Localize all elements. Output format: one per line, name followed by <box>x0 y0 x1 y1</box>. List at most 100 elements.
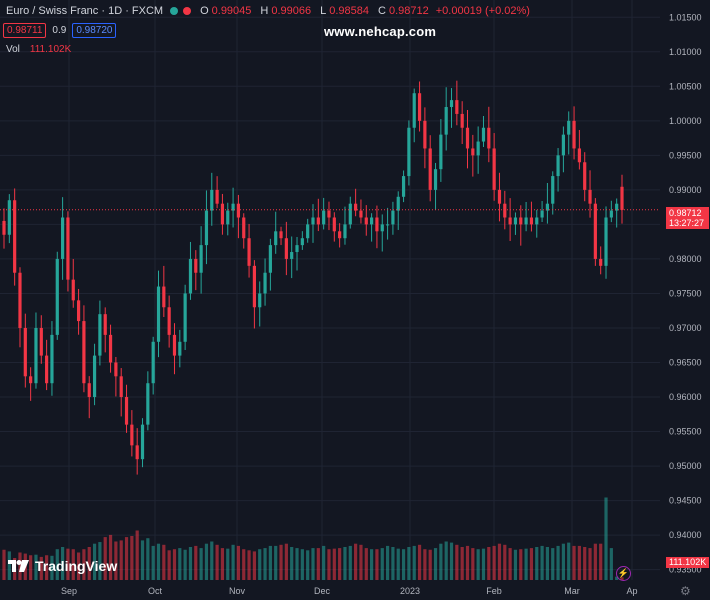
candle-body <box>156 286 161 342</box>
volume-bar <box>423 549 427 580</box>
volume-bar <box>87 547 91 580</box>
high-label: H <box>260 5 269 17</box>
volume-bar <box>316 548 320 580</box>
market-status-icon <box>170 7 179 15</box>
settings-gear-icon[interactable]: ⚙ <box>680 584 691 598</box>
volume-bar <box>439 543 443 580</box>
dividend-status-icon <box>183 7 192 15</box>
volume-bar <box>172 549 177 580</box>
candle-body <box>236 203 241 218</box>
close-label: C <box>378 5 386 17</box>
candle-body <box>87 383 91 398</box>
volume-bar <box>545 547 550 580</box>
price-tick-label: 1.01000 <box>669 47 702 57</box>
candle-body <box>385 224 390 226</box>
candle-body <box>124 397 129 425</box>
volume-bar <box>178 548 182 580</box>
candle-body <box>140 424 145 460</box>
time-tick-label: Mar <box>564 586 580 596</box>
volume-bar <box>609 548 613 580</box>
volume-bar <box>551 548 555 580</box>
volume-bar <box>535 547 539 580</box>
sell-price-button[interactable]: 0.98711 <box>3 23 47 38</box>
volume-bar <box>529 548 534 580</box>
price-tick-label: 0.94500 <box>669 496 702 506</box>
volume-bar <box>71 549 75 580</box>
candle-body <box>263 272 267 294</box>
volume-label[interactable]: Vol <box>6 44 20 55</box>
volume-bar <box>604 497 608 580</box>
candle-body <box>252 265 256 308</box>
volume-bar <box>311 548 315 580</box>
candle-body <box>417 93 422 121</box>
candle-body <box>274 231 278 246</box>
flash-icon[interactable]: ⚡ <box>616 566 631 581</box>
volume-bar <box>401 549 406 580</box>
candle-body <box>433 169 438 190</box>
volume-bar <box>252 551 256 580</box>
volume-bar <box>124 537 129 580</box>
volume-bar <box>290 547 294 580</box>
candle-body <box>61 217 65 259</box>
candle-body <box>412 93 416 128</box>
candle-body <box>18 272 22 328</box>
volume-bar <box>114 541 118 580</box>
buy-price-button[interactable]: 0.98720 <box>72 23 117 38</box>
candle-body <box>529 217 534 225</box>
candle-body <box>295 245 299 253</box>
volume-bar <box>327 549 331 580</box>
candle-body <box>599 258 603 266</box>
volume-bar <box>375 549 379 580</box>
candle-body <box>29 376 33 384</box>
volume-bar <box>236 545 241 580</box>
candle-body <box>103 314 107 335</box>
price-tick-label: 0.95500 <box>669 427 702 437</box>
volume-bar <box>167 550 171 580</box>
candle-body <box>130 424 134 446</box>
volume-bar <box>370 549 374 580</box>
candle-body <box>508 217 512 225</box>
candle-body <box>428 148 432 190</box>
symbol-title[interactable]: Euro / Swiss Franc · 1D · FXCM <box>6 5 164 17</box>
volume-bar <box>108 534 113 580</box>
volume-bar <box>444 541 448 580</box>
price-tick-label: 1.00500 <box>669 81 702 91</box>
candle-body <box>194 258 198 273</box>
volume-bar <box>156 543 161 580</box>
volume-bar <box>215 544 219 580</box>
volume-bar <box>396 548 400 580</box>
volume-bar <box>61 547 65 580</box>
candle-body <box>535 217 539 225</box>
close-value: 0.98712 <box>388 5 429 17</box>
volume-bar <box>417 544 422 580</box>
volume-bar <box>588 548 592 580</box>
candle-body <box>444 107 448 135</box>
tradingview-logo[interactable]: TradingView <box>8 558 117 574</box>
candle-body <box>524 217 528 225</box>
tradingview-icon <box>8 560 29 572</box>
candle-body <box>279 231 283 239</box>
volume-bar <box>2 549 6 580</box>
volume-bar <box>199 548 203 580</box>
candle-body <box>364 217 368 225</box>
price-axis[interactable]: 1.01500 1.01000 1.00500 1.00000 0.99500 0.990… <box>669 12 702 574</box>
volume-bar <box>55 549 59 580</box>
candlesticks <box>2 80 624 475</box>
volume-bar <box>385 545 390 580</box>
volume-bar <box>599 543 603 580</box>
volume-bar <box>103 537 107 580</box>
volume-bar <box>572 545 576 580</box>
volume-bar <box>354 543 358 580</box>
volume-bars <box>2 497 624 580</box>
candle-body <box>439 134 443 170</box>
candle-body <box>167 307 171 335</box>
time-axis[interactable]: Sep Oct Nov Dec 2023 Feb Mar Ap <box>61 586 638 596</box>
candle-body <box>306 224 310 239</box>
candle-body <box>561 134 565 156</box>
volume-tag: 111.102K <box>666 557 709 568</box>
candle-body <box>327 210 331 218</box>
candle-body <box>55 258 59 335</box>
candle-body <box>215 189 219 204</box>
volume-bar <box>593 543 597 580</box>
